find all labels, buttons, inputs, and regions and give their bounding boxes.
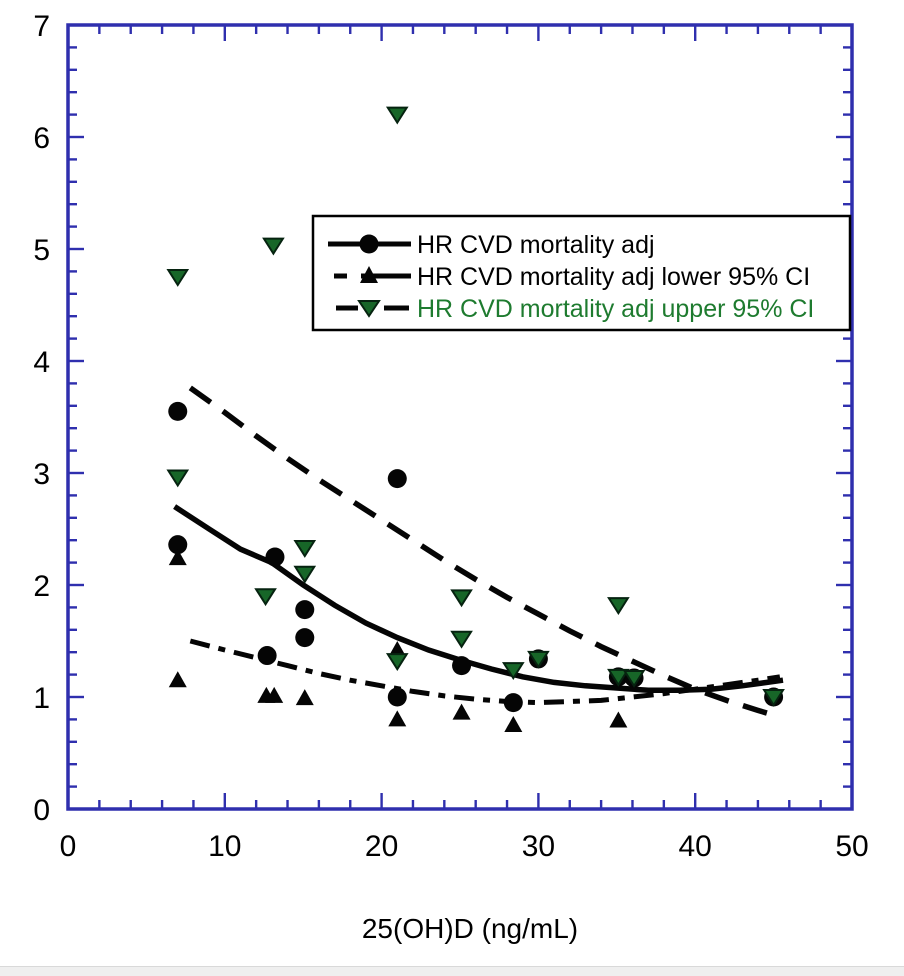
point-triangle-up	[388, 710, 407, 727]
point-circle	[265, 547, 285, 567]
fit-curves	[173, 385, 784, 719]
y-tick-label-6: 6	[33, 122, 50, 155]
y-tick-label-2: 2	[33, 570, 50, 603]
y-tick-label-7: 7	[33, 10, 50, 43]
x-tick-label-50: 50	[835, 830, 868, 863]
point-circle	[168, 401, 188, 421]
point-triangle-down	[501, 662, 525, 680]
legend-item-upper-ci: HR CVD mortality adj upper 95% CI	[336, 295, 814, 323]
scatter-markers	[166, 106, 785, 732]
legend-label-lower-ci: HR CVD mortality adj lower 95% CI	[417, 263, 810, 291]
point-circle	[452, 656, 472, 676]
point-triangle-up	[265, 686, 284, 703]
point-triangle-up	[609, 711, 628, 728]
legend-item-hr-adj: HR CVD mortality adj	[328, 231, 655, 259]
y-tick-label-4: 4	[33, 346, 50, 379]
point-triangle-down	[622, 669, 646, 688]
y-tick-label-3: 3	[33, 458, 50, 491]
point-triangle-up	[504, 716, 523, 732]
axes: 0 1 2 3 4 5 6 7 0 10 20 30 40 50	[33, 10, 868, 863]
point-triangle-down	[450, 589, 473, 608]
plot-frame	[66, 23, 854, 811]
point-triangle-down	[254, 588, 277, 607]
bottom-strip	[0, 966, 904, 976]
legend-item-lower-ci: HR CVD mortality adj lower 95% CI	[334, 263, 810, 291]
point-triangle-down	[166, 469, 190, 488]
point-triangle-down	[607, 668, 630, 687]
point-triangle-up	[168, 549, 187, 566]
point-circle	[503, 693, 523, 713]
point-triangle-down	[293, 540, 317, 558]
legend-triangle-down-marker-icon	[357, 300, 381, 318]
legend-triangle-up-marker-icon	[360, 266, 378, 283]
y-tick-label-0: 0	[33, 794, 50, 827]
point-triangle-down	[762, 689, 785, 707]
point-triangle-down	[166, 269, 190, 287]
x-tick-label-0: 0	[60, 830, 77, 863]
point-triangle-up	[452, 703, 471, 720]
point-triangle-down	[450, 630, 473, 649]
point-triangle-down	[262, 237, 285, 256]
point-triangle-down	[293, 565, 317, 584]
point-circle	[257, 646, 277, 666]
curve-dash-dot	[189, 638, 781, 706]
point-triangle-down	[385, 653, 409, 672]
point-circle	[295, 628, 315, 648]
x-axis-title: 25(OH)D (ng/mL)	[362, 913, 578, 944]
point-triangle-up	[295, 689, 314, 706]
x-tick-label-40: 40	[679, 830, 712, 863]
legend-label-hr-adj: HR CVD mortality adj	[417, 231, 655, 259]
point-triangle-down	[385, 106, 409, 125]
point-triangle-up	[168, 671, 187, 688]
point-triangle-down	[527, 650, 550, 669]
point-circle	[168, 535, 188, 555]
x-tick-label-20: 20	[365, 830, 398, 863]
point-circle	[387, 469, 407, 489]
curve-long-dash	[188, 385, 778, 719]
point-circle	[387, 687, 407, 707]
y-tick-label-5: 5	[33, 234, 50, 267]
x-tick-label-30: 30	[522, 830, 555, 863]
point-triangle-up	[388, 640, 407, 657]
legend-box	[311, 214, 852, 332]
y-tick-label-1: 1	[33, 682, 50, 715]
point-triangle-down	[607, 597, 630, 616]
legend-circle-marker-icon	[359, 234, 379, 254]
curve-solid	[173, 504, 784, 694]
legend: HR CVD mortality adj HR CVD mortality ad…	[311, 214, 852, 332]
point-circle	[295, 600, 315, 620]
legend-label-upper-ci: HR CVD mortality adj upper 95% CI	[417, 295, 814, 323]
x-tick-label-10: 10	[208, 830, 241, 863]
